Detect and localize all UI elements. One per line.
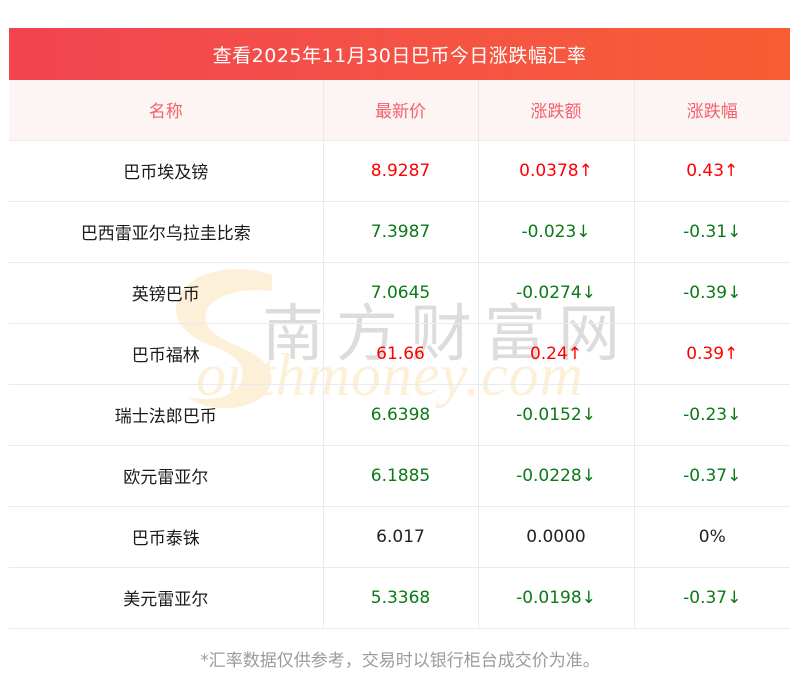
cell-pair-name: 巴币泰铢 [9, 505, 324, 567]
cell-change-amount: 0.0000 [478, 505, 635, 567]
exchange-rate-table: 名称 最新价 涨跌额 涨跌幅 巴币埃及镑 8.9287 0.0378↑ 0.43… [9, 80, 790, 629]
cell-pair-name: 美元雷亚尔 [9, 566, 324, 629]
cell-change-amount: -0.0228↓ [478, 444, 635, 506]
cell-change-percent: 0% [634, 505, 790, 567]
cell-change-percent: -0.37↓ [634, 444, 790, 506]
cell-change-amount: 0.0378↑ [478, 139, 635, 201]
disclaimer-label: *汇率数据仅供参考，交易时以银行柜台成交价为准。 [200, 651, 600, 671]
column-header-name[interactable]: 名称 [9, 80, 324, 140]
cell-latest-price: 61.66 [323, 322, 479, 384]
cell-latest-price: 8.9287 [323, 139, 479, 201]
cell-pair-name: 巴币福林 [9, 322, 324, 384]
cell-pair-name: 巴西雷亚尔乌拉圭比索 [9, 200, 324, 262]
column-header-price[interactable]: 最新价 [323, 80, 479, 140]
disclaimer-note: *汇率数据仅供参考，交易时以银行柜台成交价为准。 [0, 646, 800, 671]
table-row[interactable]: 欧元雷亚尔 6.1885 -0.0228↓ -0.37↓ [9, 444, 790, 506]
column-header-change[interactable]: 涨跌额 [478, 80, 635, 140]
cell-change-percent: -0.31↓ [634, 200, 790, 262]
table-body: 巴币埃及镑 8.9287 0.0378↑ 0.43↑ 巴西雷亚尔乌拉圭比索 7.… [9, 139, 790, 629]
cell-change-percent: 0.43↑ [634, 139, 790, 201]
cell-change-amount: -0.0152↓ [478, 383, 635, 445]
table-header-row: 名称 最新价 涨跌额 涨跌幅 [9, 80, 790, 140]
cell-change-percent: -0.37↓ [634, 566, 790, 629]
cell-change-amount: -0.023↓ [478, 200, 635, 262]
cell-latest-price: 5.3368 [323, 566, 479, 629]
table-row[interactable]: 美元雷亚尔 5.3368 -0.0198↓ -0.37↓ [9, 566, 790, 629]
table-row[interactable]: 巴币埃及镑 8.9287 0.0378↑ 0.43↑ [9, 139, 790, 201]
table-head: 名称 最新价 涨跌额 涨跌幅 [9, 80, 790, 140]
cell-pair-name: 巴币埃及镑 [9, 139, 324, 201]
cell-change-amount: 0.24↑ [478, 322, 635, 384]
cell-latest-price: 6.1885 [323, 444, 479, 506]
page-title: 查看2025年11月30日巴币今日涨跌幅汇率 [9, 28, 790, 80]
table-row[interactable]: 巴币泰铢 6.017 0.0000 0% [9, 505, 790, 567]
cell-latest-price: 6.017 [323, 505, 479, 567]
table-row[interactable]: 英镑巴币 7.0645 -0.0274↓ -0.39↓ [9, 261, 790, 323]
cell-pair-name: 英镑巴币 [9, 261, 324, 323]
cell-pair-name: 欧元雷亚尔 [9, 444, 324, 506]
table-row[interactable]: 巴币福林 61.66 0.24↑ 0.39↑ [9, 322, 790, 384]
cell-pair-name: 瑞士法郎巴币 [9, 383, 324, 445]
cell-change-percent: -0.23↓ [634, 383, 790, 445]
cell-latest-price: 6.6398 [323, 383, 479, 445]
cell-latest-price: 7.0645 [323, 261, 479, 323]
rates-table-container: 查看2025年11月30日巴币今日涨跌幅汇率 名称 最新价 涨跌额 涨跌幅 巴币 [9, 28, 790, 629]
column-header-percent[interactable]: 涨跌幅 [634, 80, 790, 140]
cell-latest-price: 7.3987 [323, 200, 479, 262]
table-row[interactable]: 巴西雷亚尔乌拉圭比索 7.3987 -0.023↓ -0.31↓ [9, 200, 790, 262]
cell-change-percent: -0.39↓ [634, 261, 790, 323]
cell-change-amount: -0.0274↓ [478, 261, 635, 323]
page-title-label: 查看2025年11月30日巴币今日涨跌幅汇率 [212, 44, 587, 67]
cell-change-amount: -0.0198↓ [478, 566, 635, 629]
cell-change-percent: 0.39↑ [634, 322, 790, 384]
table-row[interactable]: 瑞士法郎巴币 6.6398 -0.0152↓ -0.23↓ [9, 383, 790, 445]
